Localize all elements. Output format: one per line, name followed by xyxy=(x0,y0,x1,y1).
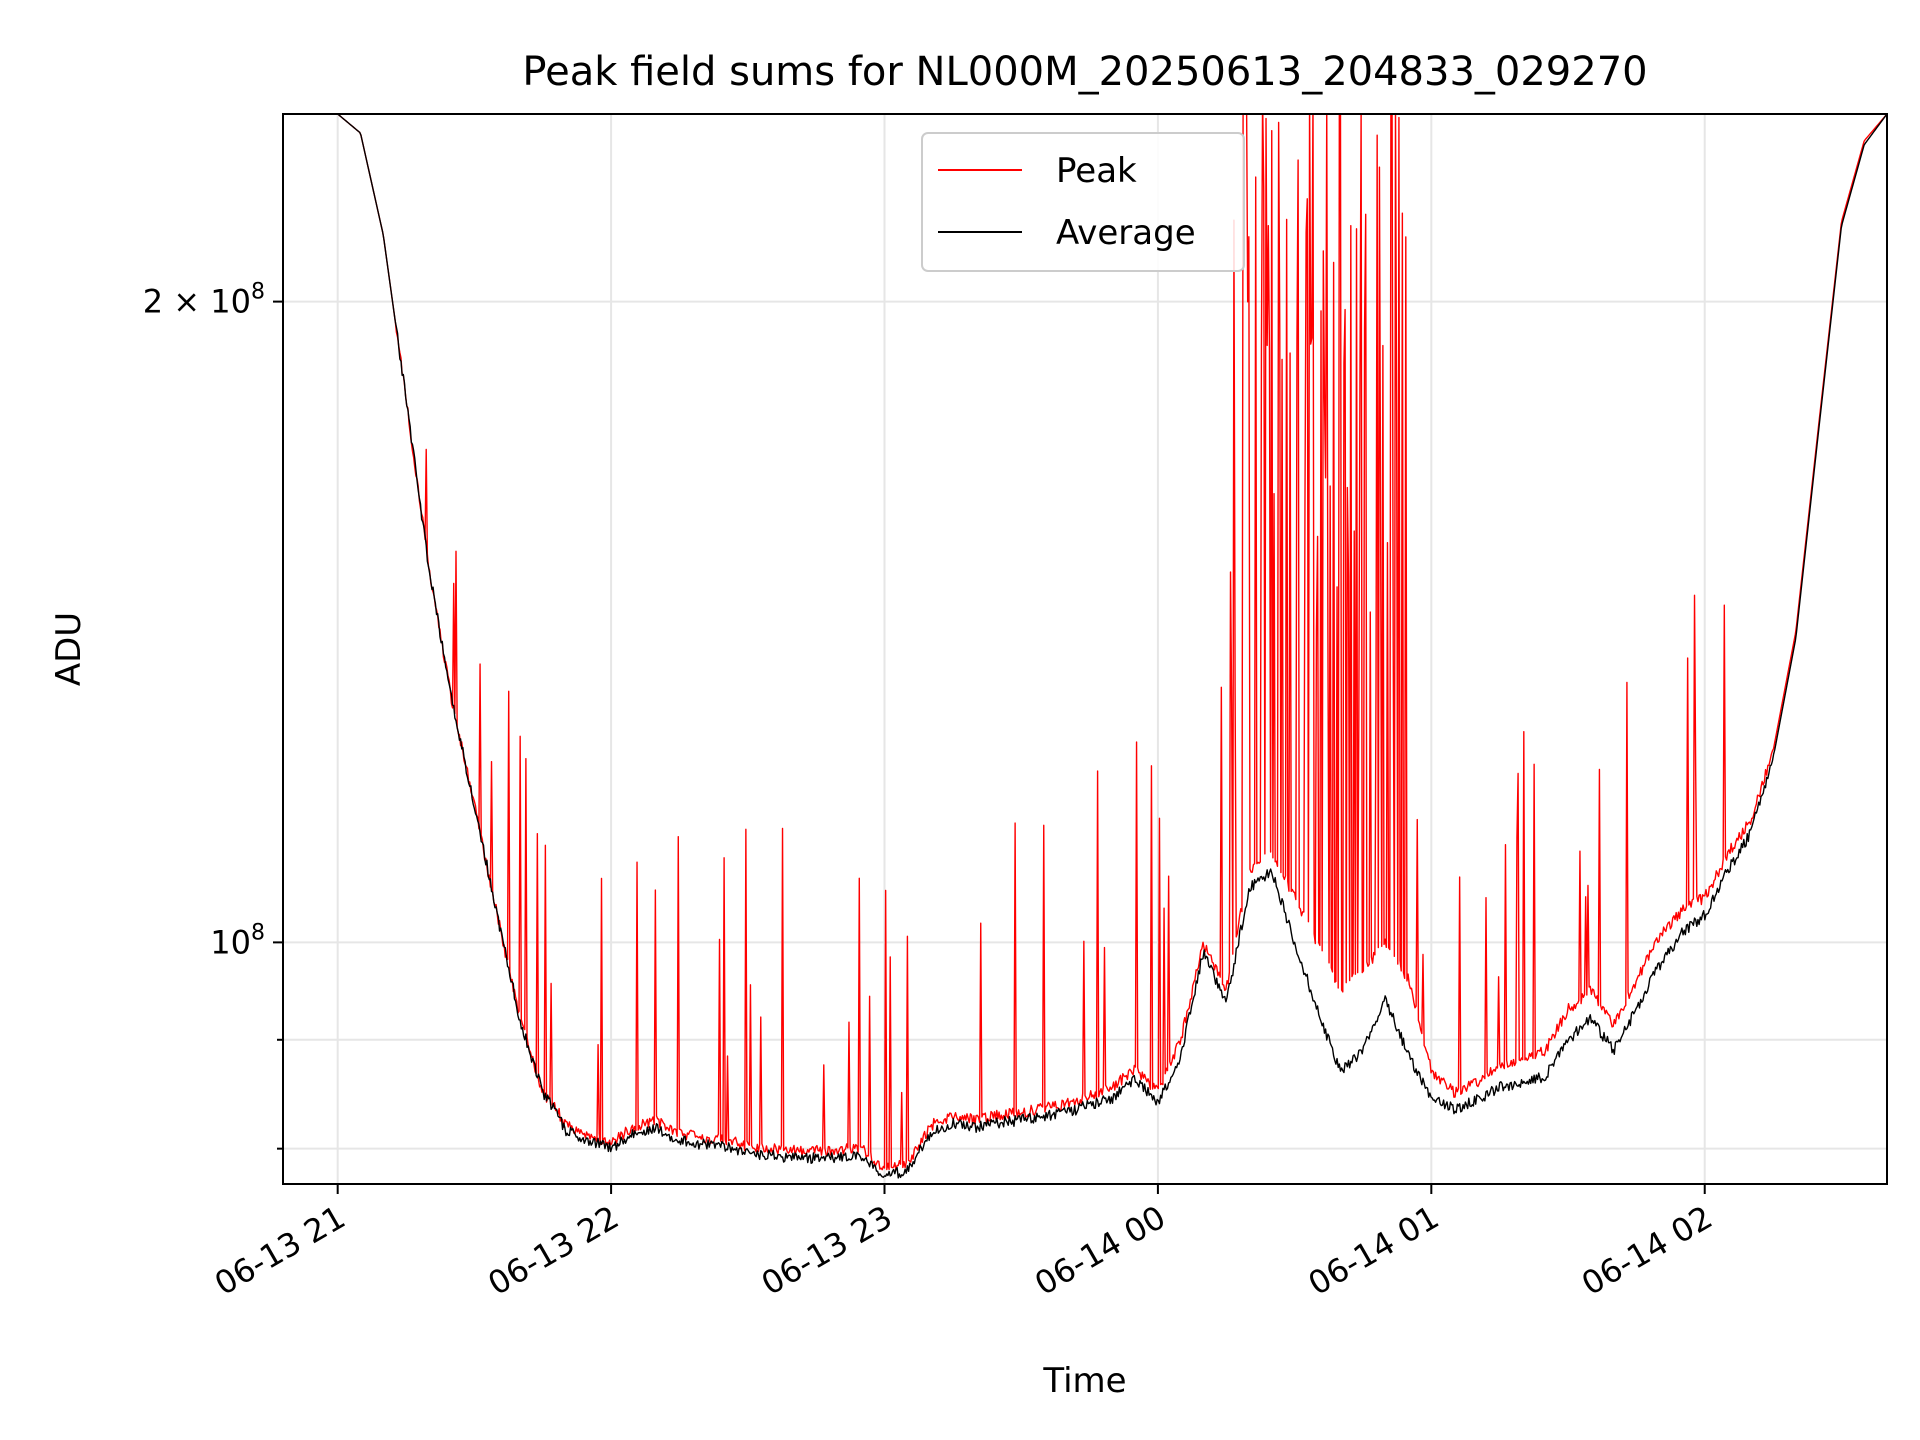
y-tick-label: 2 × 108 xyxy=(143,280,265,321)
y-axis: 108 2 × 108 xyxy=(143,280,283,1150)
y-tick-label: 108 xyxy=(210,920,265,961)
y-axis-label: ADU xyxy=(49,612,89,686)
series-line-average xyxy=(283,114,1887,1179)
chart-title: Peak field sums for NL000M_20250613_2048… xyxy=(522,49,1647,95)
legend: Peak Average xyxy=(921,132,1245,272)
legend-box xyxy=(921,132,1245,272)
plot-frame xyxy=(282,113,1888,1185)
x-axis-label: Time xyxy=(1042,1361,1126,1401)
plot-area xyxy=(283,114,1887,1179)
series-line-peak xyxy=(283,114,1887,1171)
legend-label-average: Average xyxy=(1056,213,1196,253)
legend-label-peak: Peak xyxy=(1056,151,1137,191)
